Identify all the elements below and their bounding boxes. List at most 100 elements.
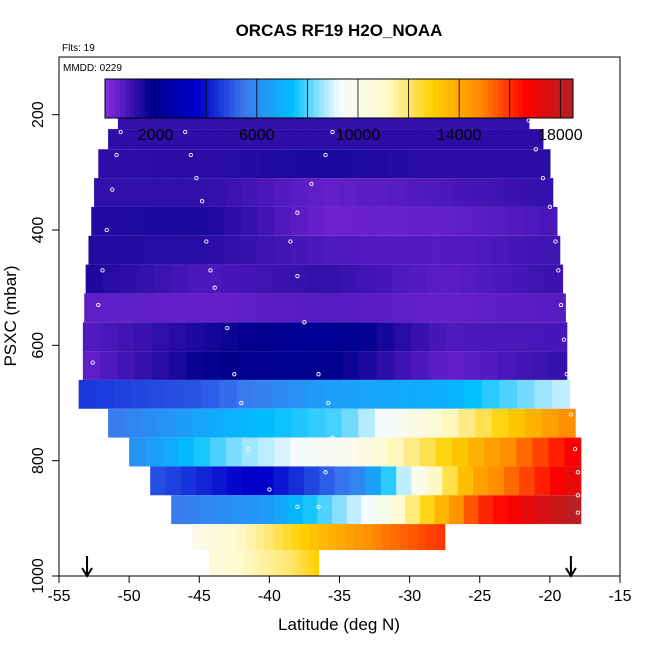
colorbar-tick-label: 14000 bbox=[437, 127, 482, 144]
heatmap-cell bbox=[307, 351, 326, 380]
colorbar-swatch bbox=[199, 79, 206, 118]
heatmap-cell bbox=[238, 293, 257, 323]
heatmap-cell bbox=[247, 129, 264, 150]
heatmap-cell bbox=[396, 466, 413, 496]
heatmap-cell bbox=[532, 351, 551, 380]
heatmap-cell bbox=[429, 379, 448, 409]
heatmap-cell bbox=[497, 322, 516, 352]
heatmap-cell bbox=[408, 524, 419, 551]
heatmap-cell bbox=[346, 495, 362, 525]
colorbar-swatch bbox=[553, 79, 559, 118]
heatmap-cell bbox=[509, 235, 527, 265]
heatmap-cell bbox=[481, 379, 500, 409]
colorbar-swatch bbox=[184, 79, 191, 118]
colorbar-swatch bbox=[423, 79, 430, 118]
heatmap-cell bbox=[490, 206, 508, 236]
colorbar-swatch bbox=[105, 79, 111, 118]
heatmap-cell bbox=[411, 379, 430, 409]
heatmap-cell bbox=[392, 264, 410, 294]
heatmap-cell bbox=[324, 293, 343, 323]
heatmap-cell bbox=[240, 550, 245, 576]
heatmap-cell bbox=[118, 293, 137, 323]
x-tick-label: -45 bbox=[188, 588, 211, 605]
heatmap-cell bbox=[221, 264, 240, 294]
heatmap-cell bbox=[124, 206, 142, 236]
colorbar-swatch bbox=[114, 79, 121, 118]
heatmap-cell bbox=[324, 235, 342, 265]
heatmap-cell bbox=[322, 437, 340, 467]
heatmap-cell bbox=[463, 322, 481, 352]
heatmap-cell bbox=[100, 351, 118, 380]
heatmap-cell bbox=[257, 206, 275, 236]
heatmap-cell bbox=[221, 351, 239, 380]
heatmap-cell bbox=[418, 129, 435, 150]
heatmap-cell bbox=[517, 149, 535, 179]
heatmap-cell bbox=[170, 129, 187, 150]
colorbar-swatch bbox=[508, 79, 514, 118]
x-tick-label: -25 bbox=[468, 588, 491, 605]
heatmap-cell bbox=[256, 293, 274, 323]
heatmap-cell bbox=[488, 466, 505, 496]
heatmap-cell bbox=[381, 524, 392, 551]
heatmap-cell bbox=[324, 206, 342, 236]
colorbar-swatch bbox=[383, 79, 390, 118]
colorbar-swatch bbox=[498, 79, 504, 118]
heatmap-cell bbox=[449, 495, 465, 525]
heatmap-cell bbox=[374, 235, 392, 265]
colorbar-swatch bbox=[239, 79, 245, 118]
track-point bbox=[225, 325, 230, 331]
heatmap-cell bbox=[464, 379, 483, 409]
heatmap-cell bbox=[113, 379, 132, 409]
heatmap-cell bbox=[419, 437, 437, 467]
heatmap-cell bbox=[98, 149, 115, 179]
track-point bbox=[316, 372, 321, 377]
heatmap-cell bbox=[460, 264, 478, 294]
heatmap-cell bbox=[306, 550, 312, 576]
heatmap-cell bbox=[298, 550, 304, 576]
colorbar-swatch bbox=[289, 79, 295, 118]
x-axis: -55 -50 -45 -40 -35 -30 -25 -20 -15 bbox=[47, 576, 632, 605]
heatmap-cell bbox=[207, 206, 225, 236]
heatmap-cell bbox=[423, 206, 442, 236]
colorbar-swatch bbox=[458, 79, 464, 118]
heatmap-cell bbox=[218, 379, 238, 409]
heatmap-cell bbox=[511, 129, 528, 150]
heatmap-cell bbox=[350, 466, 367, 496]
heatmap-cell bbox=[325, 129, 342, 150]
heatmap-cell bbox=[290, 206, 309, 236]
track-point bbox=[323, 152, 328, 158]
heatmap-cell bbox=[290, 264, 308, 294]
heatmap-cell bbox=[408, 408, 426, 438]
heatmap-cell bbox=[475, 408, 493, 438]
colorbar-swatch bbox=[518, 79, 524, 118]
heatmap-cell bbox=[516, 379, 536, 409]
heatmap-cell bbox=[145, 437, 162, 467]
colorbar-swatch bbox=[473, 79, 479, 118]
heatmap-cell bbox=[458, 408, 476, 438]
heatmap-cell bbox=[148, 379, 167, 409]
track-point bbox=[232, 372, 237, 377]
heatmap-cell bbox=[227, 149, 245, 179]
heatmap-cell bbox=[291, 408, 309, 438]
heatmap-cell bbox=[332, 495, 348, 525]
track-point bbox=[288, 239, 293, 244]
heatmap-cell bbox=[216, 129, 233, 150]
heatmap-cell bbox=[253, 379, 273, 409]
heatmap-cell bbox=[479, 293, 498, 323]
heatmap-cell bbox=[426, 264, 444, 294]
heatmap-cell bbox=[532, 437, 550, 467]
heatmap-cell bbox=[192, 178, 210, 207]
colorbar-swatch bbox=[428, 79, 435, 118]
heatmap-cell bbox=[257, 178, 275, 207]
heatmap-cell bbox=[480, 351, 499, 380]
heatmap-cell bbox=[551, 495, 567, 525]
flights-note: Flts: 19 bbox=[62, 43, 95, 54]
heatmap-cell bbox=[255, 524, 265, 551]
heatmap-cell bbox=[514, 351, 533, 380]
track-point bbox=[558, 302, 564, 308]
heatmap-cell bbox=[272, 322, 291, 352]
heatmap-cell bbox=[170, 264, 189, 294]
colorbar-swatch bbox=[548, 79, 554, 118]
y-tick-label: 1000 bbox=[30, 558, 47, 594]
heatmap-cell bbox=[241, 408, 259, 438]
